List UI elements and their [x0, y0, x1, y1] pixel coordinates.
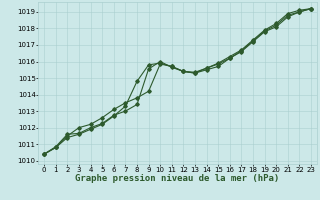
X-axis label: Graphe pression niveau de la mer (hPa): Graphe pression niveau de la mer (hPa)	[76, 174, 280, 183]
